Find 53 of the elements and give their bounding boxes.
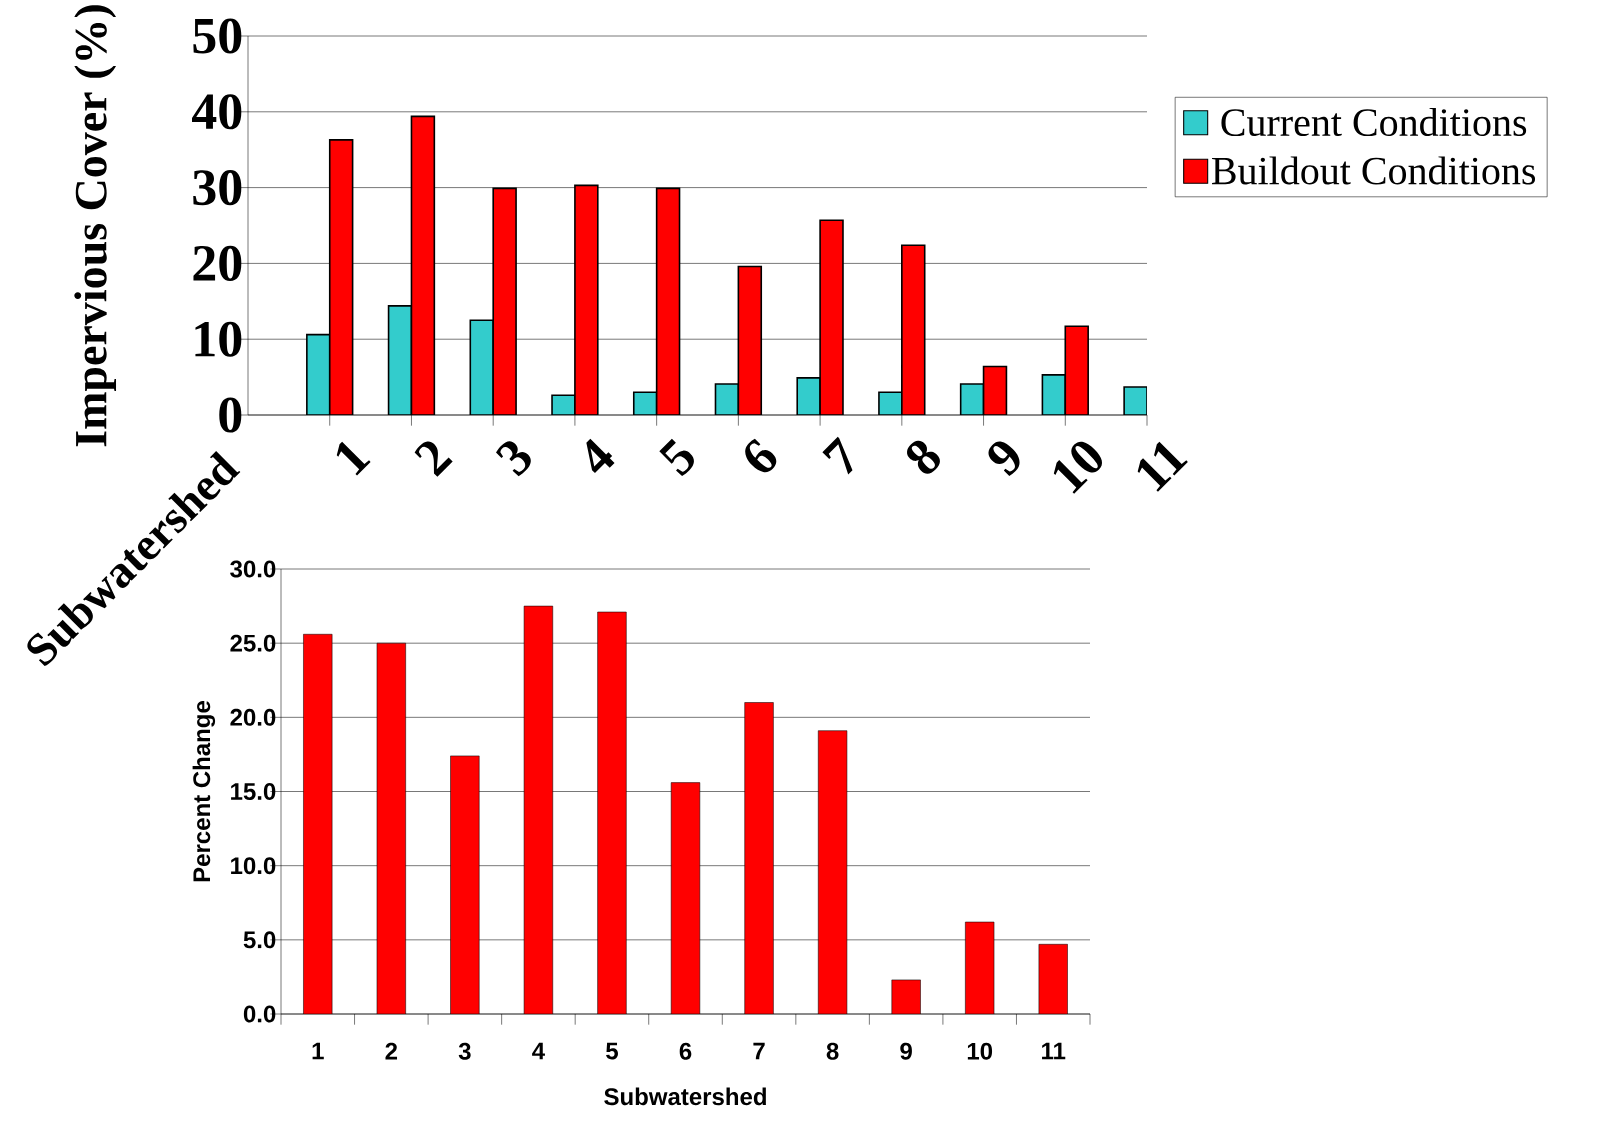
- x-tick-label: 4: [532, 1042, 545, 1060]
- bar: [982, 365, 1008, 416]
- legend-label: Buildout Conditions: [1212, 156, 1536, 185]
- y-tick-label: 0.0: [243, 1005, 276, 1023]
- bar: [1064, 325, 1089, 416]
- bar: [655, 187, 681, 416]
- x-tick-label: 11: [1137, 441, 1188, 492]
- bar: [410, 115, 436, 416]
- x-tick-label: 2: [414, 441, 453, 477]
- y-tick-label: 10.0: [231, 857, 276, 875]
- bar: [819, 219, 844, 416]
- x-axis-title: Subwatershed: [604, 1087, 766, 1106]
- x-tick-label: 11: [1042, 1042, 1066, 1060]
- bar: [901, 244, 926, 416]
- y-tick-label: 10: [195, 321, 242, 357]
- bar: [714, 383, 740, 416]
- y-tick-label: 20.0: [230, 708, 276, 726]
- x-tick-label: 10: [967, 1042, 993, 1060]
- x-tick-label: 7: [753, 1042, 765, 1060]
- bar: [574, 184, 599, 416]
- y-tick-label: 20: [193, 245, 242, 281]
- x-tick-label: 1: [336, 441, 371, 476]
- x-tick-label: 9: [988, 441, 1020, 476]
- x-tick-label: 6: [745, 438, 777, 473]
- bar: [387, 305, 413, 416]
- bar: [328, 139, 354, 416]
- x-tick-label: 2: [385, 1042, 398, 1060]
- x-tick-label: 3: [458, 1042, 471, 1060]
- bar: [737, 265, 763, 416]
- y-tick-label: 0: [219, 397, 242, 433]
- x-tick-label: 7: [822, 436, 853, 475]
- x-tick-label: 6: [679, 1042, 692, 1060]
- bar: [469, 319, 494, 416]
- y-tick-label: 5.0: [243, 931, 276, 949]
- y-tick-label: 15.0: [231, 783, 276, 800]
- x-tick-label: 5: [659, 438, 694, 477]
- x-tick-label: 8: [826, 1042, 839, 1060]
- bar: [492, 187, 517, 416]
- y-axis-title: Impervious Cover (%): [74, 5, 117, 447]
- y-tick-label: 50: [193, 18, 242, 54]
- x-tick-label: 4: [586, 438, 615, 474]
- y-tick-label: 40: [192, 94, 242, 130]
- x-tick-label: 5: [606, 1042, 618, 1060]
- x-tick-label: 10: [1053, 441, 1103, 494]
- y-axis-title: Percent Change: [192, 701, 216, 882]
- legend-label: Current Conditions: [1221, 107, 1527, 137]
- x-tick-label: 3: [496, 441, 531, 477]
- y-tick-label: 30: [193, 170, 242, 206]
- x-tick-label: 9: [900, 1042, 912, 1060]
- x-tick-label: 1: [312, 1042, 324, 1060]
- bar: [959, 383, 985, 416]
- x-tick-label: 8: [907, 440, 940, 474]
- bar: [306, 333, 331, 416]
